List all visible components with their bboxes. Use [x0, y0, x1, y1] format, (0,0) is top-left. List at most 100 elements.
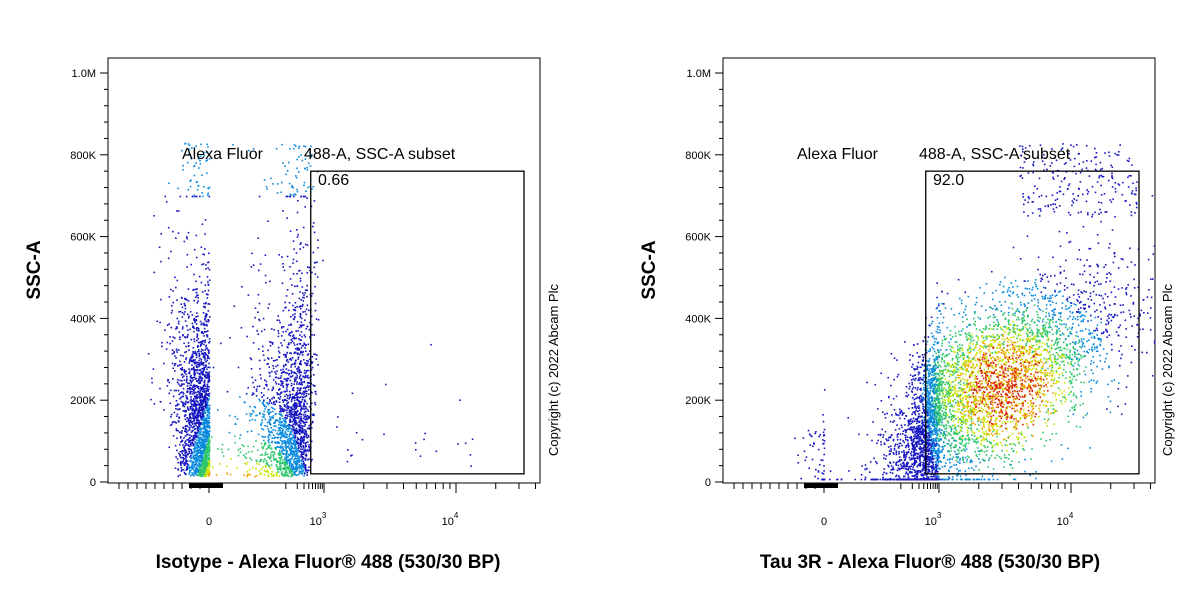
event-dot — [205, 364, 207, 366]
event-dot — [252, 381, 254, 384]
event-dot — [337, 416, 339, 418]
event-dot — [203, 462, 206, 465]
event-dot — [206, 417, 209, 419]
event-dot — [1015, 395, 1018, 398]
event-dot — [168, 392, 170, 395]
event-dot — [931, 384, 934, 387]
event-dot — [191, 423, 194, 425]
event-dot — [265, 448, 268, 450]
event-dot — [295, 406, 298, 408]
event-dot — [288, 182, 291, 185]
event-dot — [294, 423, 297, 426]
event-dot — [290, 384, 293, 387]
event-dot — [293, 420, 295, 422]
event-dot — [290, 366, 292, 368]
event-dot — [289, 419, 292, 422]
event-dot — [271, 440, 273, 443]
event-dot — [937, 397, 940, 399]
event-dot — [181, 468, 183, 471]
event-dot — [203, 335, 205, 337]
event-dot — [273, 425, 275, 427]
event-dot — [196, 391, 199, 393]
event-dot — [907, 467, 910, 470]
event-dot — [1093, 330, 1095, 332]
event-dot — [205, 315, 207, 317]
event-dot — [195, 256, 198, 259]
event-dot — [1033, 322, 1036, 324]
event-dot — [195, 400, 197, 402]
event-dot — [303, 380, 306, 383]
event-dot — [282, 436, 285, 438]
y-axis-title: SSC-A — [24, 240, 45, 299]
event-dot — [255, 390, 258, 392]
event-dot — [279, 377, 282, 379]
event-dot — [190, 425, 192, 427]
event-dot — [205, 151, 208, 154]
event-dot — [178, 364, 181, 366]
event-dot — [276, 370, 278, 372]
event-dot — [985, 360, 987, 363]
plot-frame — [107, 57, 541, 484]
event-dot — [275, 436, 278, 439]
event-dot — [274, 421, 276, 424]
event-dot — [267, 408, 269, 411]
event-dot — [196, 422, 199, 424]
event-dot — [302, 456, 305, 459]
event-dot — [189, 311, 192, 313]
event-dot — [186, 463, 188, 465]
event-dot — [294, 376, 297, 379]
event-dot — [889, 461, 891, 464]
event-dot — [303, 437, 305, 439]
event-dot — [191, 359, 193, 362]
event-dot — [156, 320, 158, 323]
event-dot — [201, 390, 204, 392]
event-dot — [202, 353, 204, 356]
event-dot — [302, 466, 304, 469]
event-dot — [207, 411, 209, 413]
event-dot — [193, 384, 196, 386]
event-dot — [308, 458, 310, 460]
event-dot — [244, 462, 246, 465]
event-dot — [180, 391, 183, 393]
event-dot — [298, 463, 301, 466]
event-dot — [282, 210, 284, 212]
event-dot — [151, 381, 153, 384]
event-dot — [270, 460, 273, 462]
event-dot — [264, 254, 267, 256]
event-dot — [196, 459, 199, 461]
event-dot — [1070, 304, 1072, 307]
event-dot — [286, 425, 288, 427]
event-dot — [258, 359, 261, 362]
event-dot — [160, 401, 162, 403]
event-dot — [193, 340, 196, 343]
event-dot — [1040, 378, 1043, 380]
event-dot — [298, 413, 300, 416]
event-dot — [206, 469, 208, 471]
gate-rectangle[interactable] — [310, 170, 525, 475]
event-dot — [194, 362, 197, 365]
event-dot — [189, 420, 192, 422]
event-dot — [961, 435, 963, 437]
event-dot — [175, 415, 178, 417]
event-dot — [194, 378, 197, 380]
event-dot — [950, 350, 953, 353]
event-dot — [268, 444, 270, 447]
event-dot — [277, 429, 280, 432]
event-dot — [293, 431, 296, 434]
event-dot — [192, 399, 195, 401]
event-dot — [207, 468, 209, 470]
event-dot — [208, 268, 211, 271]
event-dot — [187, 317, 190, 319]
event-dot — [247, 473, 250, 475]
event-dot — [188, 450, 190, 452]
event-dot — [262, 466, 264, 469]
event-dot — [304, 444, 307, 447]
event-dot — [207, 431, 210, 433]
event-dot — [190, 442, 192, 445]
event-dot — [192, 448, 195, 450]
event-dot — [307, 459, 309, 461]
event-dot — [208, 436, 210, 438]
event-dot — [957, 382, 960, 384]
event-dot — [942, 424, 945, 427]
